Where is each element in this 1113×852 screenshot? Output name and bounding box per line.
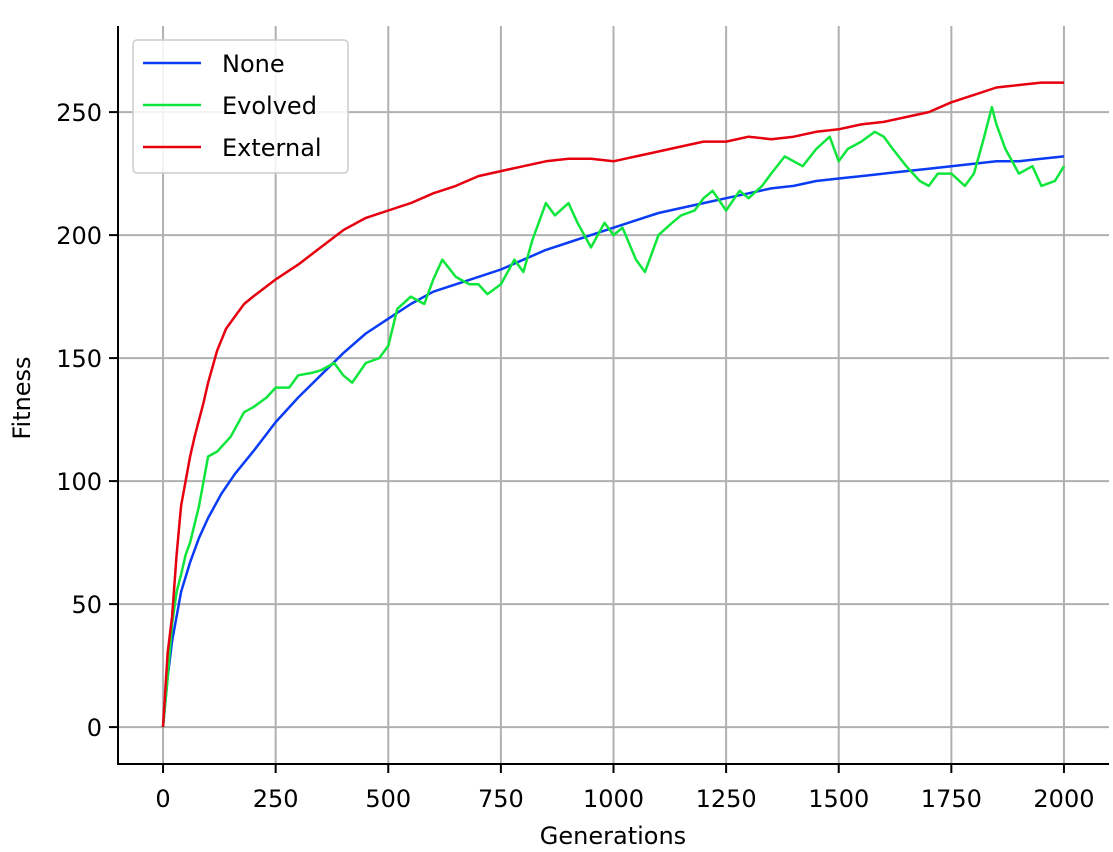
y-axis-label: Fitness bbox=[8, 356, 36, 439]
x-tick-label: 1000 bbox=[583, 785, 644, 813]
x-tick-label: 250 bbox=[253, 785, 299, 813]
legend-frame bbox=[132, 39, 349, 174]
x-tick-label: 500 bbox=[365, 785, 411, 813]
y-ticks: 0 50 100 150 200 250 bbox=[56, 99, 118, 742]
x-ticks: 0 250 500 750 1000 1250 1500 1750 2000 bbox=[155, 764, 1094, 813]
legend: None Evolved External bbox=[132, 39, 349, 174]
series-line-evolved bbox=[161, 105, 1066, 728]
legend-label-evolved: Evolved bbox=[222, 92, 317, 120]
y-tick-label: 0 bbox=[87, 714, 102, 742]
y-tick-label: 50 bbox=[71, 591, 102, 619]
x-tick-label: 0 bbox=[155, 785, 170, 813]
legend-label-external: External bbox=[222, 134, 322, 162]
x-axis-label: Generations bbox=[540, 822, 686, 850]
y-tick-label: 100 bbox=[56, 468, 102, 496]
x-tick-label: 1500 bbox=[808, 785, 869, 813]
series-line-external bbox=[161, 81, 1064, 728]
series-line-none bbox=[161, 155, 1065, 728]
y-tick-label: 150 bbox=[56, 345, 102, 373]
plot-lines bbox=[161, 81, 1066, 728]
x-tick-label: 1250 bbox=[696, 785, 757, 813]
y-tick-label: 250 bbox=[56, 99, 102, 127]
y-tick-label: 200 bbox=[56, 222, 102, 250]
legend-label-none: None bbox=[222, 50, 285, 78]
x-tick-label: 750 bbox=[478, 785, 524, 813]
x-tick-label: 2000 bbox=[1033, 785, 1094, 813]
x-tick-label: 1750 bbox=[921, 785, 982, 813]
